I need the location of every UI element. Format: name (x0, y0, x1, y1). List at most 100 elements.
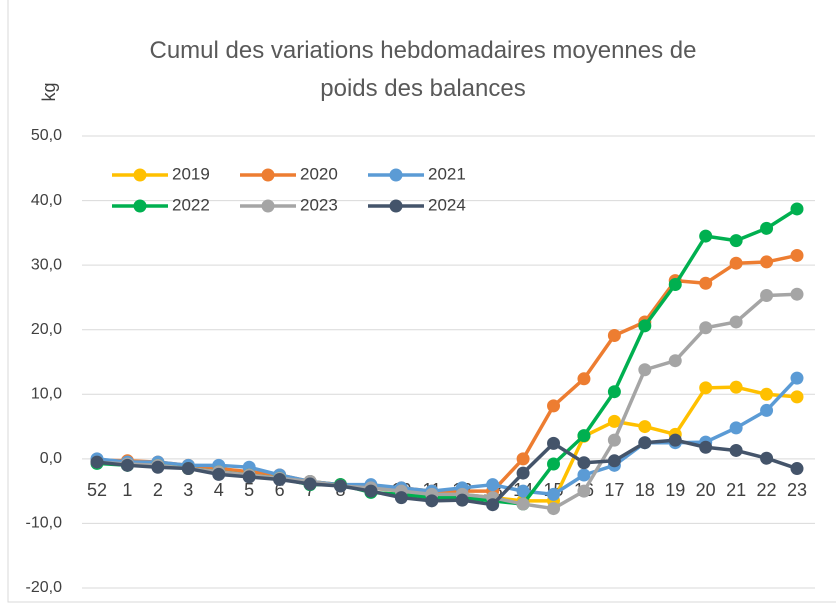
legend-label: 2019 (172, 164, 210, 183)
series-line (96, 292, 798, 511)
x-tick-label: 22 (757, 480, 777, 500)
y-tick-label: 30,0 (31, 256, 62, 273)
data-point (242, 470, 256, 484)
data-point (699, 229, 713, 243)
data-point (516, 484, 530, 498)
legend-label: 2023 (300, 195, 338, 214)
data-point (90, 455, 104, 469)
data-point (151, 460, 165, 474)
data-point (394, 491, 408, 505)
data-point (212, 467, 226, 481)
y-tick-label: 10,0 (31, 386, 62, 403)
data-point (638, 436, 652, 450)
legend-label: 2021 (428, 164, 466, 183)
legend-marker (261, 199, 275, 213)
data-point (760, 403, 774, 417)
data-point (607, 414, 621, 428)
data-point (120, 458, 134, 472)
data-point (729, 315, 743, 329)
y-axis-label: kg (39, 82, 59, 101)
data-point (547, 457, 561, 471)
data-point (760, 288, 774, 302)
data-point (790, 371, 804, 385)
data-point (638, 319, 652, 333)
data-point (668, 278, 682, 292)
data-point (333, 479, 347, 493)
x-tick-label: 20 (696, 480, 716, 500)
data-point (638, 420, 652, 434)
series-line (96, 207, 798, 506)
y-tick-label: 50,0 (31, 127, 62, 144)
data-point (790, 462, 804, 476)
legend-label: 2020 (300, 164, 338, 183)
data-point (181, 462, 195, 476)
data-point (425, 494, 439, 508)
data-point (760, 387, 774, 401)
data-point (729, 234, 743, 248)
chart-border (7, 0, 836, 603)
data-point (760, 221, 774, 235)
data-point (577, 468, 591, 482)
x-tick-label: 1 (122, 480, 132, 500)
data-point (607, 433, 621, 447)
data-point (790, 390, 804, 404)
data-point (699, 381, 713, 395)
data-point (668, 354, 682, 368)
y-tick-label: -20,0 (26, 579, 63, 596)
data-point (364, 484, 378, 498)
data-point (547, 502, 561, 516)
series-line (96, 253, 798, 493)
data-point (577, 484, 591, 498)
data-point (760, 255, 774, 269)
data-point (486, 478, 500, 492)
data-point (516, 452, 530, 466)
y-tick-label: 0,0 (40, 450, 62, 467)
data-point (547, 487, 561, 501)
chart-title: Cumul des variations hebdomadaires moyen… (149, 37, 697, 102)
data-point (607, 329, 621, 343)
data-point (729, 256, 743, 270)
data-point (516, 466, 530, 480)
x-tick-label: 17 (604, 480, 624, 500)
data-point (699, 321, 713, 335)
x-tick-label: 4 (214, 480, 224, 500)
x-tick-label: 5 (244, 480, 254, 500)
data-point (303, 477, 317, 491)
data-point (516, 497, 530, 511)
legend-marker (389, 168, 403, 182)
data-point (577, 429, 591, 443)
x-tick-label: 18 (635, 480, 655, 500)
data-point (729, 380, 743, 394)
legend-label: 2022 (172, 195, 210, 214)
data-point (729, 443, 743, 457)
data-point (699, 440, 713, 454)
legend-marker (261, 168, 275, 182)
data-point (607, 385, 621, 399)
data-point (790, 287, 804, 301)
data-point (607, 454, 621, 468)
data-point (547, 399, 561, 413)
series-line (96, 376, 799, 497)
data-point (577, 456, 591, 470)
y-tick-label: -10,0 (26, 515, 63, 532)
x-tick-label: 19 (665, 480, 685, 500)
y-tick-label: 20,0 (31, 321, 62, 338)
x-tick-label: 6 (275, 480, 285, 500)
data-point (638, 363, 652, 377)
x-tick-label: 23 (787, 480, 807, 500)
legend-label: 2024 (428, 195, 466, 214)
y-tick-label: 40,0 (31, 192, 62, 209)
data-point (577, 372, 591, 386)
data-point (668, 433, 682, 447)
legend-marker (133, 199, 147, 213)
data-point (729, 421, 743, 435)
data-point (790, 202, 804, 216)
x-tick-label: 3 (183, 480, 193, 500)
data-point (790, 248, 804, 262)
legend-marker (133, 168, 147, 182)
data-point (699, 276, 713, 290)
data-point (455, 493, 469, 507)
x-tick-label: 52 (87, 480, 107, 500)
